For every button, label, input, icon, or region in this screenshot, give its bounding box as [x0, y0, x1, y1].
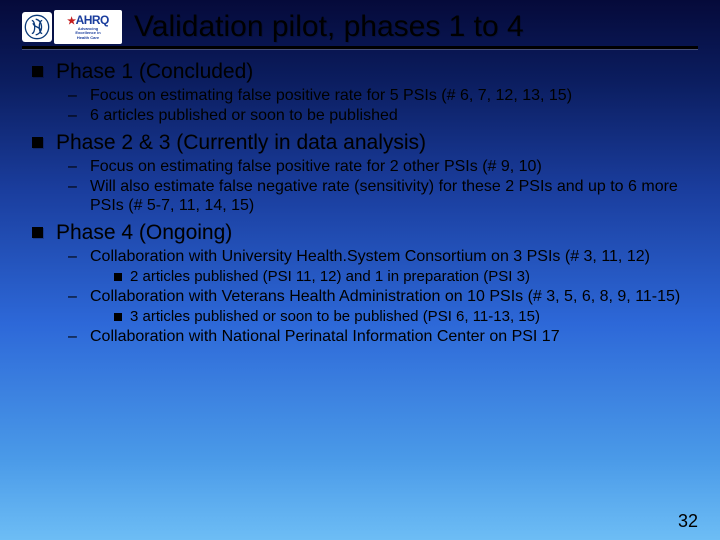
list-item: Collaboration with Veterans Health Admin… — [56, 288, 698, 326]
list-item: 2 articles published (PSI 11, 12) and 1 … — [90, 268, 698, 286]
bullet-list-l2: Focus on estimating false positive rate … — [56, 158, 698, 216]
list-item: Phase 2 & 3 (Currently in data analysis)… — [28, 130, 698, 216]
l2-text: Focus on estimating false positive rate … — [90, 158, 698, 177]
l3-text: 2 articles published (PSI 11, 12) and 1 … — [130, 268, 698, 286]
list-item: Focus on estimating false positive rate … — [56, 87, 698, 106]
bullet-list-l2: Collaboration with University Health.Sys… — [56, 248, 698, 347]
l1-text: Phase 4 (Ongoing) — [56, 220, 698, 246]
l2-text: Focus on estimating false positive rate … — [90, 87, 698, 106]
page-number: 32 — [678, 511, 698, 532]
l2-text: 6 articles published or soon to be publi… — [90, 107, 698, 126]
list-item: Focus on estimating false positive rate … — [56, 158, 698, 177]
list-item: 3 articles published or soon to be publi… — [90, 308, 698, 326]
bullet-list-l2: Focus on estimating false positive rate … — [56, 87, 698, 126]
header: ★AHRQ Advancing Excellence in Health Car… — [22, 10, 698, 44]
list-item: Phase 4 (Ongoing) Collaboration with Uni… — [28, 220, 698, 347]
bullet-list-l1: Phase 1 (Concluded) Focus on estimating … — [28, 59, 698, 347]
l2-text: Will also estimate false negative rate (… — [90, 178, 698, 216]
slide-title: Validation pilot, phases 1 to 4 — [134, 10, 524, 44]
bullet-list-l3: 3 articles published or soon to be publi… — [90, 308, 698, 326]
hhs-logo-icon — [22, 12, 52, 42]
l3-text: 3 articles published or soon to be publi… — [130, 308, 698, 326]
slide: ★AHRQ Advancing Excellence in Health Car… — [0, 0, 720, 540]
ahrq-logo-text: AHRQ — [76, 13, 109, 27]
list-item: Phase 1 (Concluded) Focus on estimating … — [28, 59, 698, 126]
l1-text: Phase 2 & 3 (Currently in data analysis) — [56, 130, 698, 156]
list-item: Collaboration with National Perinatal In… — [56, 328, 698, 347]
l2-text: Collaboration with National Perinatal In… — [90, 328, 698, 347]
logo-group: ★AHRQ Advancing Excellence in Health Car… — [22, 10, 122, 44]
ahrq-logo-icon: ★AHRQ Advancing Excellence in Health Car… — [54, 10, 122, 44]
l2-text: Collaboration with University Health.Sys… — [90, 248, 698, 267]
list-item: Will also estimate false negative rate (… — [56, 178, 698, 216]
title-rule — [22, 46, 698, 49]
bullet-list-l3: 2 articles published (PSI 11, 12) and 1 … — [90, 268, 698, 286]
list-item: Collaboration with University Health.Sys… — [56, 248, 698, 286]
l2-text: Collaboration with Veterans Health Admin… — [90, 288, 698, 307]
l1-text: Phase 1 (Concluded) — [56, 59, 698, 85]
content-area: Phase 1 (Concluded) Focus on estimating … — [22, 59, 698, 347]
list-item: 6 articles published or soon to be publi… — [56, 107, 698, 126]
ahrq-sub-3: Health Care — [77, 35, 99, 40]
